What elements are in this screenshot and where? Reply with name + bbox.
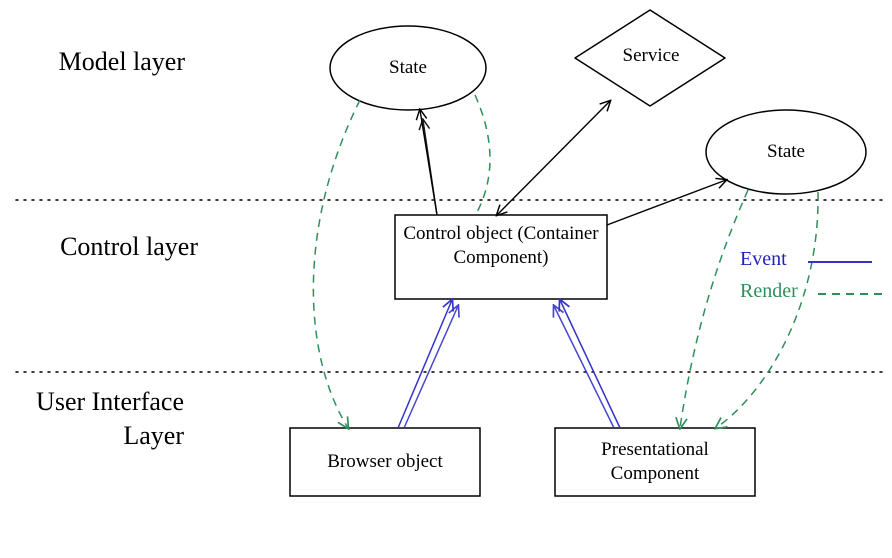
diagram-svg <box>0 0 892 558</box>
edge-control-state2 <box>607 180 726 225</box>
edge-browser-control-b <box>404 306 458 428</box>
node-control <box>395 215 607 299</box>
node-state1 <box>330 26 486 110</box>
edge-control-service <box>497 101 610 215</box>
node-service <box>575 10 725 106</box>
node-browser <box>290 428 480 496</box>
edge-browser-control-a <box>398 300 452 428</box>
edge-present-control-b <box>554 306 614 428</box>
node-present <box>555 428 755 496</box>
edge-state1-control <box>475 95 490 216</box>
edge-state2-present-a <box>680 190 748 428</box>
edge-state2-present-b <box>716 192 818 428</box>
node-state2 <box>706 110 866 194</box>
edge-present-control-a <box>560 300 620 428</box>
edge-state1-browser <box>313 100 360 428</box>
